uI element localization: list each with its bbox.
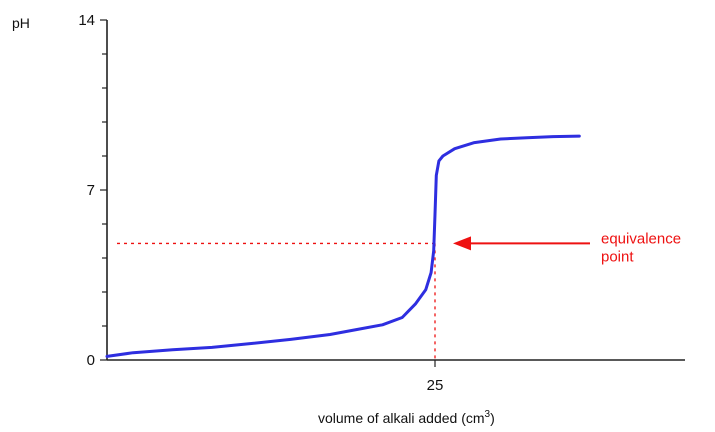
series: [105, 134, 581, 358]
annotations: equivalence point: [453, 230, 681, 265]
x-axis-label-close: ): [490, 410, 495, 426]
x-tick-label: 25: [427, 377, 444, 394]
axes: [106, 20, 685, 361]
x-axis-label: volume of alkali added (cm3): [318, 409, 495, 426]
titration-curve-line: [105, 134, 581, 358]
equivalence-arrow-head: [453, 236, 471, 251]
equivalence-reference-lines: [117, 242, 436, 360]
y-axis-label: pH: [12, 15, 30, 31]
x-axis-label-text: volume of alkali added (cm: [318, 410, 485, 426]
y-tick-label: 14: [78, 12, 95, 29]
y-tick-label: 0: [87, 352, 95, 369]
x-axis-label-superscript: 3: [485, 409, 491, 420]
equivalence-label-line1: equivalence: [601, 230, 681, 247]
ticks: 0 7 14 25: [78, 12, 443, 394]
y-tick-label: 7: [87, 182, 95, 199]
equivalence-label-line2: point: [601, 248, 634, 265]
